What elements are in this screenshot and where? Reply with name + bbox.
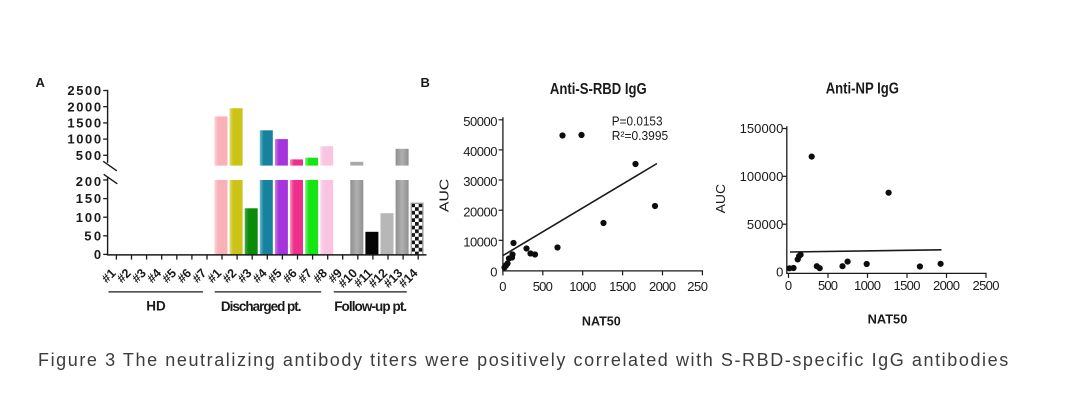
svg-text:0: 0 [499, 279, 506, 294]
svg-text:0: 0 [785, 278, 792, 293]
svg-text:0: 0 [94, 247, 101, 262]
svg-text:1000: 1000 [569, 279, 596, 294]
svg-text:Anti-S-RBD IgG: Anti-S-RBD IgG [550, 81, 647, 98]
svg-text:2000: 2000 [67, 99, 101, 114]
svg-text:2000: 2000 [649, 279, 676, 294]
svg-text:Anti-NP IgG: Anti-NP IgG [826, 81, 899, 98]
svg-text:#14: #14 [396, 266, 421, 291]
svg-text:Follow-up pt.: Follow-up pt. [334, 299, 407, 314]
svg-text:50: 50 [84, 228, 101, 243]
svg-text:0: 0 [776, 265, 783, 280]
svg-text:1500: 1500 [609, 279, 636, 294]
svg-text:0: 0 [490, 265, 497, 280]
svg-text:100: 100 [76, 210, 101, 225]
svg-text:20000: 20000 [463, 204, 497, 219]
svg-text:NAT50: NAT50 [582, 314, 621, 329]
svg-text:2500: 2500 [67, 83, 101, 98]
svg-text:AUC: AUC [437, 179, 452, 212]
svg-text:250: 250 [687, 279, 708, 294]
svg-text:500: 500 [818, 278, 838, 293]
svg-text:B: B [421, 75, 430, 90]
svg-text:50000: 50000 [747, 217, 783, 232]
svg-text:1000: 1000 [854, 278, 881, 293]
svg-text:Discharged pt.: Discharged pt. [221, 299, 302, 314]
svg-text:NAT50: NAT50 [868, 312, 908, 327]
svg-text:150: 150 [76, 191, 101, 206]
svg-text:HD: HD [146, 299, 166, 314]
svg-text:50000: 50000 [463, 114, 497, 129]
svg-text:500: 500 [533, 279, 553, 294]
svg-text:1000: 1000 [67, 132, 101, 147]
svg-text:R²=0.3995: R²=0.3995 [612, 128, 668, 143]
svg-text:2000: 2000 [933, 278, 960, 293]
svg-text:10000: 10000 [463, 234, 497, 249]
svg-text:150000: 150000 [740, 121, 784, 136]
svg-text:40000: 40000 [463, 144, 497, 159]
svg-text:P=0.0153: P=0.0153 [612, 114, 663, 129]
svg-text:100000: 100000 [740, 169, 784, 184]
svg-text:500: 500 [76, 148, 101, 163]
svg-text:1500: 1500 [894, 278, 921, 293]
svg-text:AUC: AUC [713, 184, 728, 214]
svg-text:200: 200 [76, 174, 101, 189]
svg-text:A: A [36, 75, 46, 90]
svg-text:2500: 2500 [973, 278, 1000, 293]
svg-text:1500: 1500 [67, 116, 101, 131]
svg-text:30000: 30000 [463, 174, 497, 189]
